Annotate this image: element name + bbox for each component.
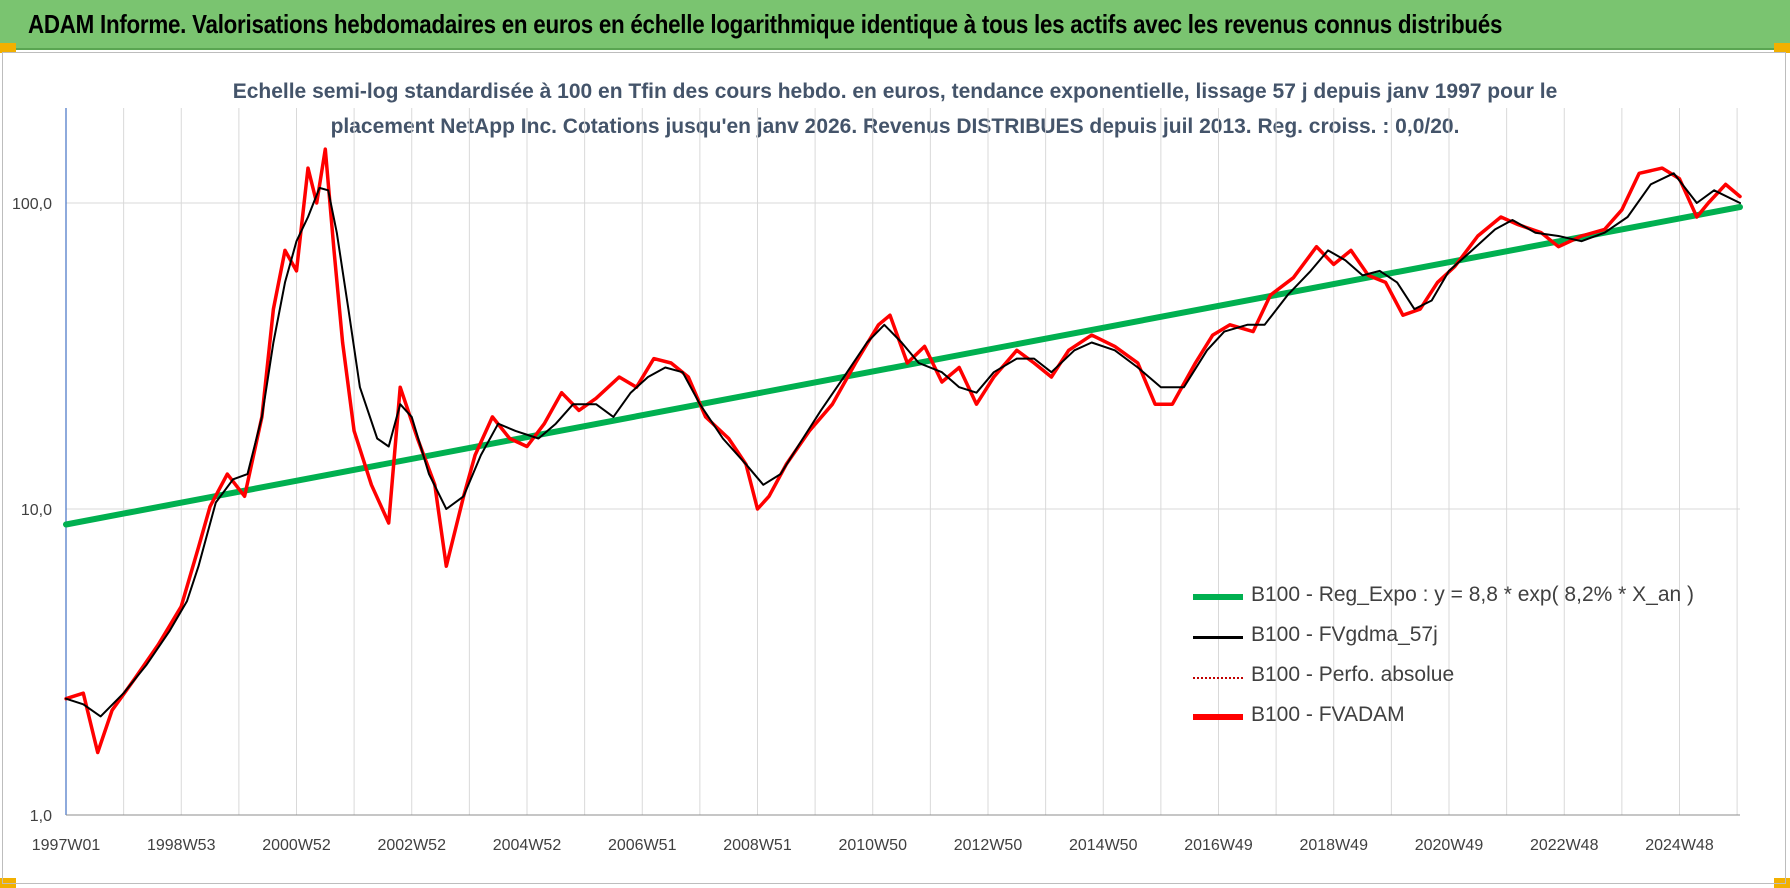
legend-label: B100 - FVADAM: [1251, 703, 1405, 726]
x-tick-label: 2024W48: [1645, 837, 1714, 854]
chart-subtitle-line-2: placement NetApp Inc. Cotations jusqu'en…: [330, 115, 1460, 138]
series-lines: [63, 147, 1743, 755]
y-tick-label: 1,0: [30, 808, 52, 825]
x-tick-label: 2016W49: [1184, 837, 1253, 854]
legend-swatch-regression: [1193, 594, 1243, 600]
chart-subtitle: Echelle semi-log standardisée à 100 en T…: [160, 74, 1630, 144]
y-tick-label: 100,0: [12, 196, 52, 213]
x-tick-label: 2004W52: [493, 837, 562, 854]
series-line-thick: [64, 147, 1742, 755]
report-banner: ADAM Informe. Valorisations hebdomadaire…: [0, 0, 1790, 50]
chart-subtitle-line-1: Echelle semi-log standardisée à 100 en T…: [232, 80, 1558, 103]
series-line-dotted: [65, 148, 1741, 754]
legend-swatch-perfo: [1193, 677, 1243, 679]
corner-marker: [1774, 43, 1790, 53]
tick-labels: 1,0 10,0 100,0 1997W01 1998W53 2000W52 2002W52…: [12, 196, 1714, 854]
legend-label: B100 - Perfo. absolue: [1251, 663, 1455, 686]
x-tick-label: 1998W53: [147, 837, 216, 854]
x-tick-label: 2006W51: [608, 837, 677, 854]
x-tick-label: 2002W52: [377, 837, 446, 854]
x-tick-label: 2018W49: [1299, 837, 1368, 854]
corner-marker: [0, 43, 16, 53]
x-tick-label: 2008W51: [723, 837, 792, 854]
x-tick-label: 2014W50: [1069, 837, 1138, 854]
legend-label: B100 - FVgdma_57j: [1251, 623, 1438, 646]
x-tick-label: 2012W50: [954, 837, 1023, 854]
x-tick-label: 2000W52: [262, 837, 331, 854]
series-line-regression: [63, 204, 1743, 528]
grid-lines: [65, 108, 1740, 816]
legend-swatch-fvadam: [1193, 714, 1243, 720]
y-tick-label: 10,0: [21, 502, 52, 519]
series-line-smoothed: [65, 172, 1741, 718]
report-title: ADAM Informe. Valorisations hebdomadaire…: [28, 9, 1503, 39]
x-tick-label: 2020W49: [1415, 837, 1484, 854]
chart-frame: [2, 52, 1786, 884]
x-tick-label: 1997W01: [32, 837, 101, 854]
legend-label: B100 - Reg_Expo : y = 8,8 * exp( 8,2% * …: [1251, 583, 1695, 606]
legend-swatch-smoothed: [1193, 636, 1243, 639]
x-tick-label: 2022W48: [1530, 837, 1599, 854]
x-tick-label: 2010W50: [838, 837, 907, 854]
axes: [65, 108, 1740, 816]
